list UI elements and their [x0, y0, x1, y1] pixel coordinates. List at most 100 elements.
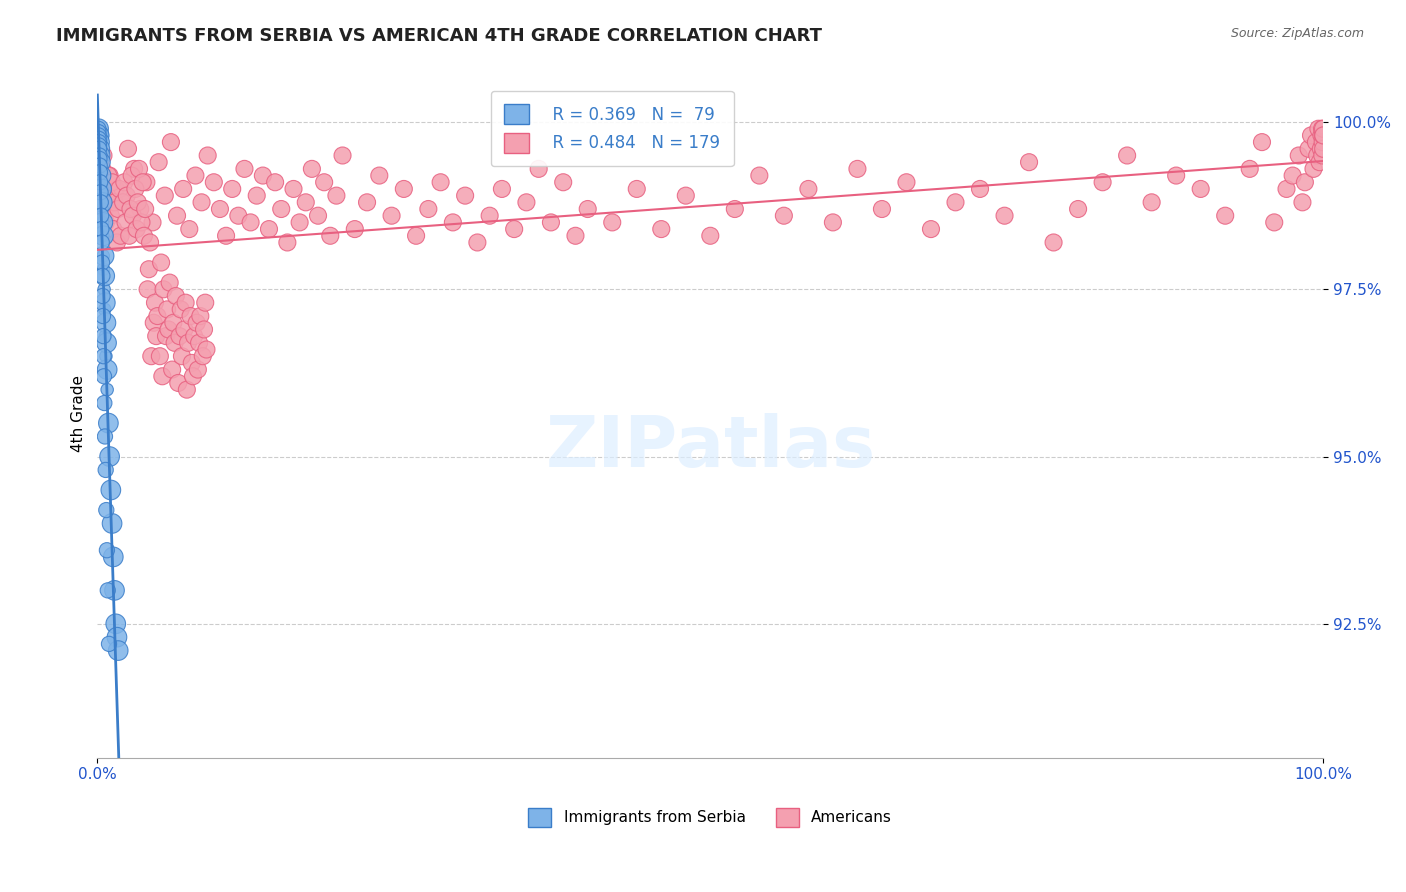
Point — [117, 142, 139, 156]
Point — [96, 362, 118, 376]
Point — [405, 228, 427, 243]
Point — [332, 148, 354, 162]
Point — [103, 222, 125, 236]
Point — [135, 175, 157, 189]
Point — [89, 148, 111, 162]
Point — [1310, 128, 1333, 143]
Point — [467, 235, 489, 250]
Point — [94, 295, 117, 310]
Point — [1310, 148, 1333, 162]
Point — [93, 282, 115, 296]
Point — [896, 175, 918, 189]
Point — [89, 152, 111, 166]
Point — [252, 169, 274, 183]
Point — [90, 182, 112, 196]
Point — [1305, 135, 1327, 149]
Point — [626, 182, 648, 196]
Point — [89, 135, 111, 149]
Point — [257, 222, 280, 236]
Point — [93, 369, 115, 384]
Text: Source: ZipAtlas.com: Source: ZipAtlas.com — [1230, 27, 1364, 40]
Point — [1116, 148, 1139, 162]
Point — [187, 362, 209, 376]
Point — [107, 202, 129, 216]
Point — [172, 182, 194, 196]
Legend: Immigrants from Serbia, Americans: Immigrants from Serbia, Americans — [523, 802, 898, 832]
Point — [143, 295, 166, 310]
Point — [94, 329, 117, 343]
Point — [1306, 148, 1329, 162]
Point — [100, 483, 122, 497]
Point — [325, 188, 347, 202]
Point — [97, 583, 120, 598]
Point — [152, 282, 174, 296]
Point — [1189, 182, 1212, 196]
Point — [920, 222, 942, 236]
Point — [150, 369, 173, 384]
Point — [134, 202, 156, 216]
Point — [441, 215, 464, 229]
Point — [148, 155, 170, 169]
Point — [191, 349, 214, 363]
Point — [797, 182, 820, 196]
Point — [1312, 135, 1334, 149]
Point — [1067, 202, 1090, 216]
Point — [208, 202, 231, 216]
Point — [180, 309, 202, 323]
Point — [96, 543, 118, 558]
Point — [127, 195, 149, 210]
Point — [283, 182, 305, 196]
Point — [89, 155, 111, 169]
Point — [193, 322, 215, 336]
Point — [93, 329, 115, 343]
Point — [122, 209, 145, 223]
Point — [221, 182, 243, 196]
Point — [294, 195, 316, 210]
Point — [100, 209, 122, 223]
Point — [103, 583, 125, 598]
Point — [90, 161, 112, 176]
Point — [108, 182, 131, 196]
Point — [319, 228, 342, 243]
Point — [87, 125, 110, 139]
Point — [993, 209, 1015, 223]
Point — [94, 463, 117, 477]
Point — [821, 215, 844, 229]
Point — [89, 165, 111, 179]
Point — [105, 630, 128, 644]
Point — [195, 343, 218, 357]
Point — [160, 135, 183, 149]
Point — [132, 228, 155, 243]
Point — [156, 302, 179, 317]
Point — [969, 182, 991, 196]
Point — [145, 329, 167, 343]
Point — [139, 235, 162, 250]
Point — [418, 202, 440, 216]
Point — [96, 503, 118, 517]
Point — [87, 121, 110, 136]
Point — [91, 202, 114, 216]
Point — [159, 276, 181, 290]
Point — [131, 215, 153, 229]
Point — [1310, 121, 1333, 136]
Point — [177, 335, 200, 350]
Point — [90, 182, 112, 196]
Point — [150, 255, 173, 269]
Point — [1298, 142, 1320, 156]
Point — [163, 335, 186, 350]
Point — [141, 215, 163, 229]
Point — [1042, 235, 1064, 250]
Point — [142, 316, 165, 330]
Point — [186, 316, 208, 330]
Point — [90, 169, 112, 183]
Point — [184, 169, 207, 183]
Point — [1275, 182, 1298, 196]
Point — [1140, 195, 1163, 210]
Point — [1091, 175, 1114, 189]
Point — [110, 228, 132, 243]
Point — [91, 195, 114, 210]
Point — [91, 289, 114, 303]
Point — [307, 209, 329, 223]
Point — [141, 349, 163, 363]
Point — [93, 202, 115, 216]
